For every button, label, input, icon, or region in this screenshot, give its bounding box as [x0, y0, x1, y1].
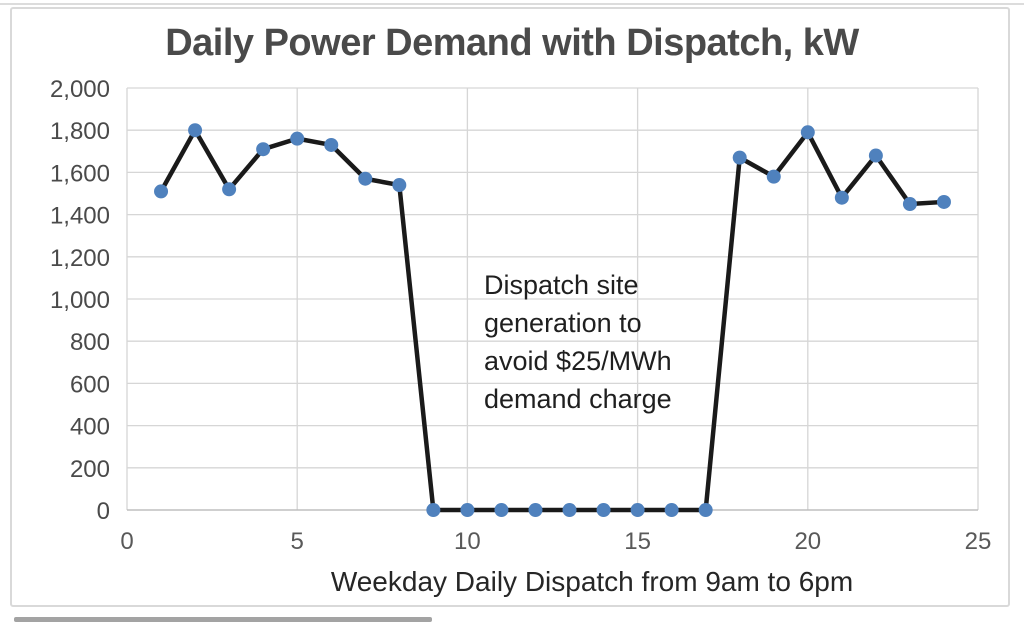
- data-point-marker: [596, 503, 611, 517]
- data-point-marker: [324, 137, 339, 152]
- data-point-marker: [902, 197, 917, 212]
- y-tick-label: 1,000: [50, 287, 110, 314]
- x-tick-label: 25: [965, 528, 992, 555]
- data-point-marker: [222, 182, 237, 197]
- data-point-marker: [154, 184, 169, 199]
- y-tick-label: 200: [70, 456, 110, 483]
- y-tick-label: 1,800: [50, 118, 110, 145]
- data-point-marker: [766, 169, 781, 184]
- data-point-marker: [698, 503, 713, 517]
- chart-title: Daily Power Demand with Dispatch, kW: [165, 22, 859, 64]
- data-point-marker: [256, 142, 271, 157]
- data-point-marker: [460, 503, 475, 517]
- data-point-marker: [732, 150, 747, 165]
- y-tick-label: 400: [70, 414, 110, 441]
- y-tick-label: 1,200: [50, 245, 110, 272]
- y-tick-label: 600: [70, 371, 110, 398]
- data-point-marker: [868, 148, 883, 163]
- x-tick-label: 5: [291, 528, 304, 555]
- chart-frame: [10, 7, 1010, 607]
- data-point-marker: [630, 503, 645, 517]
- data-point-marker: [290, 131, 305, 146]
- data-point-marker: [188, 123, 203, 138]
- x-tick-label: 10: [454, 528, 481, 555]
- data-point-marker: [426, 503, 441, 517]
- data-point-marker: [562, 503, 577, 517]
- y-tick-label: 800: [70, 329, 110, 356]
- x-tick-label: 0: [120, 528, 133, 555]
- y-tick-label: 1,600: [50, 160, 110, 187]
- x-tick-label: 20: [794, 528, 821, 555]
- data-point-marker: [664, 503, 679, 517]
- data-point-marker: [834, 190, 849, 205]
- y-tick-label: 2,000: [50, 76, 110, 103]
- page-top-border: [0, 3, 1024, 5]
- x-tick-label: 15: [624, 528, 651, 555]
- data-point-marker: [528, 503, 543, 517]
- data-point-marker: [358, 171, 373, 186]
- data-point-marker: [800, 125, 815, 140]
- chart-annotation: Dispatch site generation to avoid $25/MW…: [484, 270, 672, 414]
- y-tick-label: 1,400: [50, 203, 110, 230]
- data-point-marker: [936, 194, 951, 209]
- data-point-marker: [494, 503, 509, 517]
- data-point-marker: [392, 178, 407, 193]
- x-axis-title: Weekday Daily Dispatch from 9am to 6pm: [330, 566, 854, 597]
- y-tick-label: 0: [97, 498, 110, 525]
- bottom-divider-bar: [14, 617, 432, 622]
